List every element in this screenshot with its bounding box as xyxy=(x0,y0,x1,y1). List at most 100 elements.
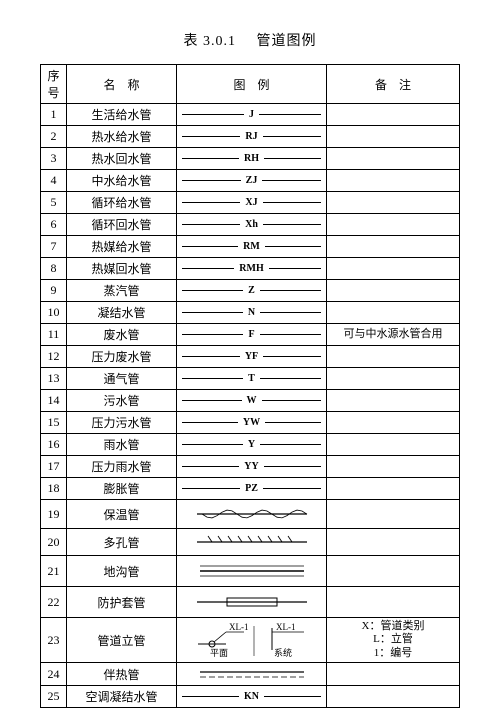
title-text: 管道图例 xyxy=(257,34,317,49)
cell-symbol: J xyxy=(177,104,327,126)
cell-name: 多孔管 xyxy=(67,529,177,556)
cell-symbol: YW xyxy=(177,412,327,434)
cell-remark xyxy=(327,587,460,618)
cell-seq: 14 xyxy=(41,390,67,412)
cell-seq: 1 xyxy=(41,104,67,126)
cell-seq: 4 xyxy=(41,170,67,192)
table-row: 15压力污水管YW xyxy=(41,412,460,434)
table-row: 18膨胀管PZ xyxy=(41,478,460,500)
cell-name: 污水管 xyxy=(67,390,177,412)
cell-seq: 13 xyxy=(41,368,67,390)
cell-seq: 25 xyxy=(41,686,67,708)
cell-remark xyxy=(327,529,460,556)
cell-remark xyxy=(327,192,460,214)
cell-remark xyxy=(327,434,460,456)
cell-remark: X：管道类别L：立管1：编号 xyxy=(327,618,460,663)
cell-name: 通气管 xyxy=(67,368,177,390)
cell-remark xyxy=(327,663,460,686)
cell-seq: 19 xyxy=(41,500,67,529)
table-row: 9蒸汽管Z xyxy=(41,280,460,302)
cell-seq: 9 xyxy=(41,280,67,302)
cell-remark xyxy=(327,390,460,412)
cell-symbol: RM xyxy=(177,236,327,258)
table-header-row: 序号 名 称 图 例 备 注 xyxy=(41,65,460,104)
title-number: 表 3.0.1 xyxy=(184,34,237,49)
svg-text:XL-1: XL-1 xyxy=(276,622,296,632)
svg-text:平面: 平面 xyxy=(210,648,228,658)
svg-text:XL-1: XL-1 xyxy=(229,622,249,632)
cell-seq: 5 xyxy=(41,192,67,214)
cell-name: 防护套管 xyxy=(67,587,177,618)
cell-seq: 22 xyxy=(41,587,67,618)
cell-name: 热水给水管 xyxy=(67,126,177,148)
cell-symbol: N xyxy=(177,302,327,324)
cell-name: 循环给水管 xyxy=(67,192,177,214)
cell-symbol: PZ xyxy=(177,478,327,500)
cell-symbol: RJ xyxy=(177,126,327,148)
cell-name: 热媒回水管 xyxy=(67,258,177,280)
pipe-legend-table: 序号 名 称 图 例 备 注 1生活给水管J2热水给水管RJ3热水回水管RH4中… xyxy=(40,64,460,708)
cell-seq: 8 xyxy=(41,258,67,280)
table-row: 3热水回水管RH xyxy=(41,148,460,170)
cell-name: 保温管 xyxy=(67,500,177,529)
cell-remark xyxy=(327,478,460,500)
table-row: 16雨水管Y xyxy=(41,434,460,456)
cell-remark xyxy=(327,170,460,192)
cell-remark xyxy=(327,258,460,280)
table-row: 4中水给水管ZJ xyxy=(41,170,460,192)
cell-remark: 可与中水源水管合用 xyxy=(327,324,460,346)
cell-seq: 24 xyxy=(41,663,67,686)
cell-seq: 12 xyxy=(41,346,67,368)
table-row: 10凝结水管N xyxy=(41,302,460,324)
col-name: 名 称 xyxy=(67,65,177,104)
cell-seq: 6 xyxy=(41,214,67,236)
cell-remark xyxy=(327,126,460,148)
cell-name: 膨胀管 xyxy=(67,478,177,500)
cell-name: 压力雨水管 xyxy=(67,456,177,478)
cell-seq: 23 xyxy=(41,618,67,663)
cell-remark xyxy=(327,500,460,529)
cell-symbol: Z xyxy=(177,280,327,302)
table-title: 表 3.0.1 管道图例 xyxy=(40,30,460,50)
table-row: 20多孔管 xyxy=(41,529,460,556)
table-row: 7热媒给水管RM xyxy=(41,236,460,258)
cell-remark xyxy=(327,686,460,708)
table-row: 14污水管W xyxy=(41,390,460,412)
cell-symbol: RH xyxy=(177,148,327,170)
cell-symbol: F xyxy=(177,324,327,346)
cell-name: 热媒给水管 xyxy=(67,236,177,258)
cell-seq: 18 xyxy=(41,478,67,500)
table-row: 12压力废水管YF xyxy=(41,346,460,368)
table-row: 22防护套管 xyxy=(41,587,460,618)
table-row: 17压力雨水管YY xyxy=(41,456,460,478)
cell-symbol: YY xyxy=(177,456,327,478)
cell-symbol: KN xyxy=(177,686,327,708)
table-row: 2热水给水管RJ xyxy=(41,126,460,148)
table-row: 25空调凝结水管KN xyxy=(41,686,460,708)
col-seq: 序号 xyxy=(41,65,67,104)
cell-symbol: RMH xyxy=(177,258,327,280)
cell-symbol: YF xyxy=(177,346,327,368)
cell-name: 凝结水管 xyxy=(67,302,177,324)
cell-symbol: Y xyxy=(177,434,327,456)
cell-remark xyxy=(327,346,460,368)
table-row: 24伴热管 xyxy=(41,663,460,686)
cell-name: 地沟管 xyxy=(67,556,177,587)
cell-seq: 21 xyxy=(41,556,67,587)
cell-name: 雨水管 xyxy=(67,434,177,456)
cell-symbol xyxy=(177,529,327,556)
cell-symbol xyxy=(177,587,327,618)
table-row: 13通气管T xyxy=(41,368,460,390)
cell-name: 热水回水管 xyxy=(67,148,177,170)
cell-remark xyxy=(327,456,460,478)
cell-seq: 7 xyxy=(41,236,67,258)
cell-remark xyxy=(327,302,460,324)
cell-name: 压力污水管 xyxy=(67,412,177,434)
cell-name: 伴热管 xyxy=(67,663,177,686)
cell-name: 废水管 xyxy=(67,324,177,346)
cell-symbol: ZJ xyxy=(177,170,327,192)
cell-remark xyxy=(327,368,460,390)
cell-seq: 11 xyxy=(41,324,67,346)
table-row: 11废水管F可与中水源水管合用 xyxy=(41,324,460,346)
table-row: 23管道立管XL-1平面XL-1系统X：管道类别L：立管1：编号 xyxy=(41,618,460,663)
